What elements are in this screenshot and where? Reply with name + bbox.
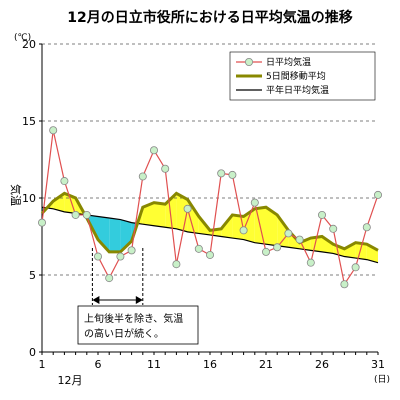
daily-mean-point: [60, 177, 69, 186]
daily-mean-point: [149, 146, 158, 155]
y-tick-label: 15: [22, 115, 36, 128]
daily-mean-point: [284, 229, 293, 238]
daily-mean-point: [94, 252, 103, 261]
daily-mean-point: [317, 210, 326, 219]
daily-mean-point: [127, 246, 136, 255]
daily-mean-point: [138, 172, 147, 181]
x-tick-label: 26: [315, 358, 329, 371]
legend-daily-mean-label: 日平均気温: [266, 56, 311, 68]
daily-mean-point: [306, 258, 315, 267]
fill-segment: [232, 214, 244, 240]
y-tick-label: 5: [29, 269, 36, 282]
fill-segment: [98, 216, 110, 252]
annotation-arrow-right-head: [135, 296, 143, 304]
fill-segment: [109, 218, 121, 252]
daily-mean-point: [116, 252, 125, 261]
x-tick-label: 11: [147, 358, 161, 371]
daily-mean-point: [194, 244, 203, 253]
daily-mean-point: [82, 210, 91, 219]
daily-mean-point: [228, 170, 237, 179]
daily-mean-point: [250, 198, 259, 207]
chart-title: 12月の日立市役所における日平均気温の推移: [67, 9, 352, 26]
legend-normal-label: 平年日平均気温: [266, 84, 329, 96]
daily-mean-point: [71, 210, 80, 219]
daily-mean-point: [239, 226, 248, 235]
daily-mean-point: [217, 169, 226, 178]
x-tick-label: 21: [259, 358, 273, 371]
series-group: [38, 126, 382, 289]
daily-mean-point: [340, 280, 349, 289]
y-tick-label: 20: [22, 38, 36, 51]
fill-segment: [142, 202, 154, 226]
daily-mean-point: [273, 243, 282, 252]
grid-lines: [42, 43, 378, 276]
fill-segment: [120, 219, 132, 252]
x-tick-label: 16: [203, 358, 217, 371]
y-unit-label: (℃): [14, 33, 31, 43]
daily-mean-point: [261, 247, 270, 256]
fill-segment: [333, 244, 345, 257]
daily-mean-point: [351, 263, 360, 272]
fill-segment: [277, 214, 289, 248]
x-tick-label: 31: [371, 358, 385, 371]
daily-mean-point: [49, 126, 58, 135]
fill-segment: [322, 236, 334, 254]
daily-mean-point: [373, 190, 382, 199]
fill-segment: [243, 208, 255, 243]
daily-mean-point: [161, 164, 170, 173]
daily-mean-point: [38, 218, 47, 227]
y-tick-label: 0: [29, 346, 36, 359]
legend-daily-mean-marker: [244, 58, 253, 67]
daily-mean-point: [329, 224, 338, 233]
daily-mean-point: [172, 260, 181, 269]
moving-average-line: [40, 191, 379, 254]
daily-mean-point: [183, 204, 192, 213]
y-tick-label: 10: [22, 192, 36, 205]
x-unit-label: (日): [374, 374, 390, 385]
fill-segment: [344, 242, 356, 259]
daily-mean-point: [362, 223, 371, 232]
annotation-box: [77, 305, 199, 345]
fill-segment: [299, 238, 311, 251]
fill-segment: [366, 244, 378, 263]
daily-mean-point: [295, 235, 304, 244]
annotation-line-1: 上旬後半を除き、気温: [84, 312, 183, 325]
daily-mean-point: [105, 274, 114, 283]
fill-segment: [154, 202, 166, 228]
y-axis-label: 気温: [9, 184, 23, 206]
x-tick-label: 1: [39, 358, 46, 371]
annotation-arrow-left-head: [92, 296, 100, 304]
normal-temperature-line: [41, 206, 379, 264]
daily-mean-point: [205, 250, 214, 259]
annotation-line-2: の高い日が続く。: [84, 327, 164, 340]
daily-mean-line: [41, 130, 379, 286]
fill-segment: [266, 207, 278, 246]
legend-moving-average-label: 5日間移動平均: [266, 70, 326, 82]
month-label: 12月: [58, 374, 83, 387]
x-tick-label: 6: [95, 358, 102, 371]
fill-segment: [310, 236, 322, 252]
